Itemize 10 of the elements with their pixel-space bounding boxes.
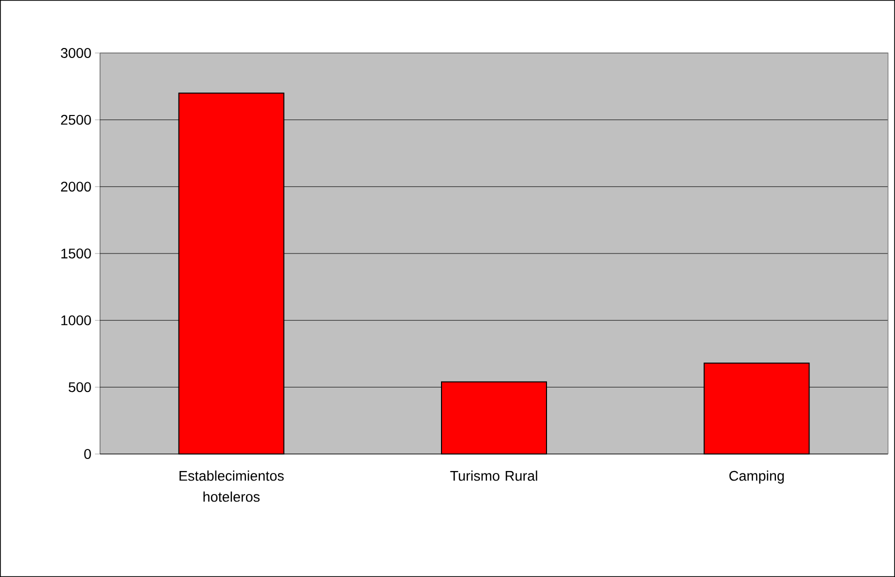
x-tick-label: Establecimientos hoteleros	[180, 470, 284, 502]
y-tick-label: 3000	[60, 48, 91, 58]
y-tick-label: 500	[68, 382, 91, 392]
x-tick-label: Turismo Rural	[450, 470, 538, 481]
y-tick-label: 1000	[61, 315, 91, 326]
x-tick-label: Camping	[729, 470, 784, 484]
y-tick-label: 1500	[61, 248, 91, 258]
y-tick-label: 0	[84, 449, 91, 459]
y-tick-label: 2500	[61, 114, 91, 125]
y-tick-label: 2000	[61, 182, 91, 192]
